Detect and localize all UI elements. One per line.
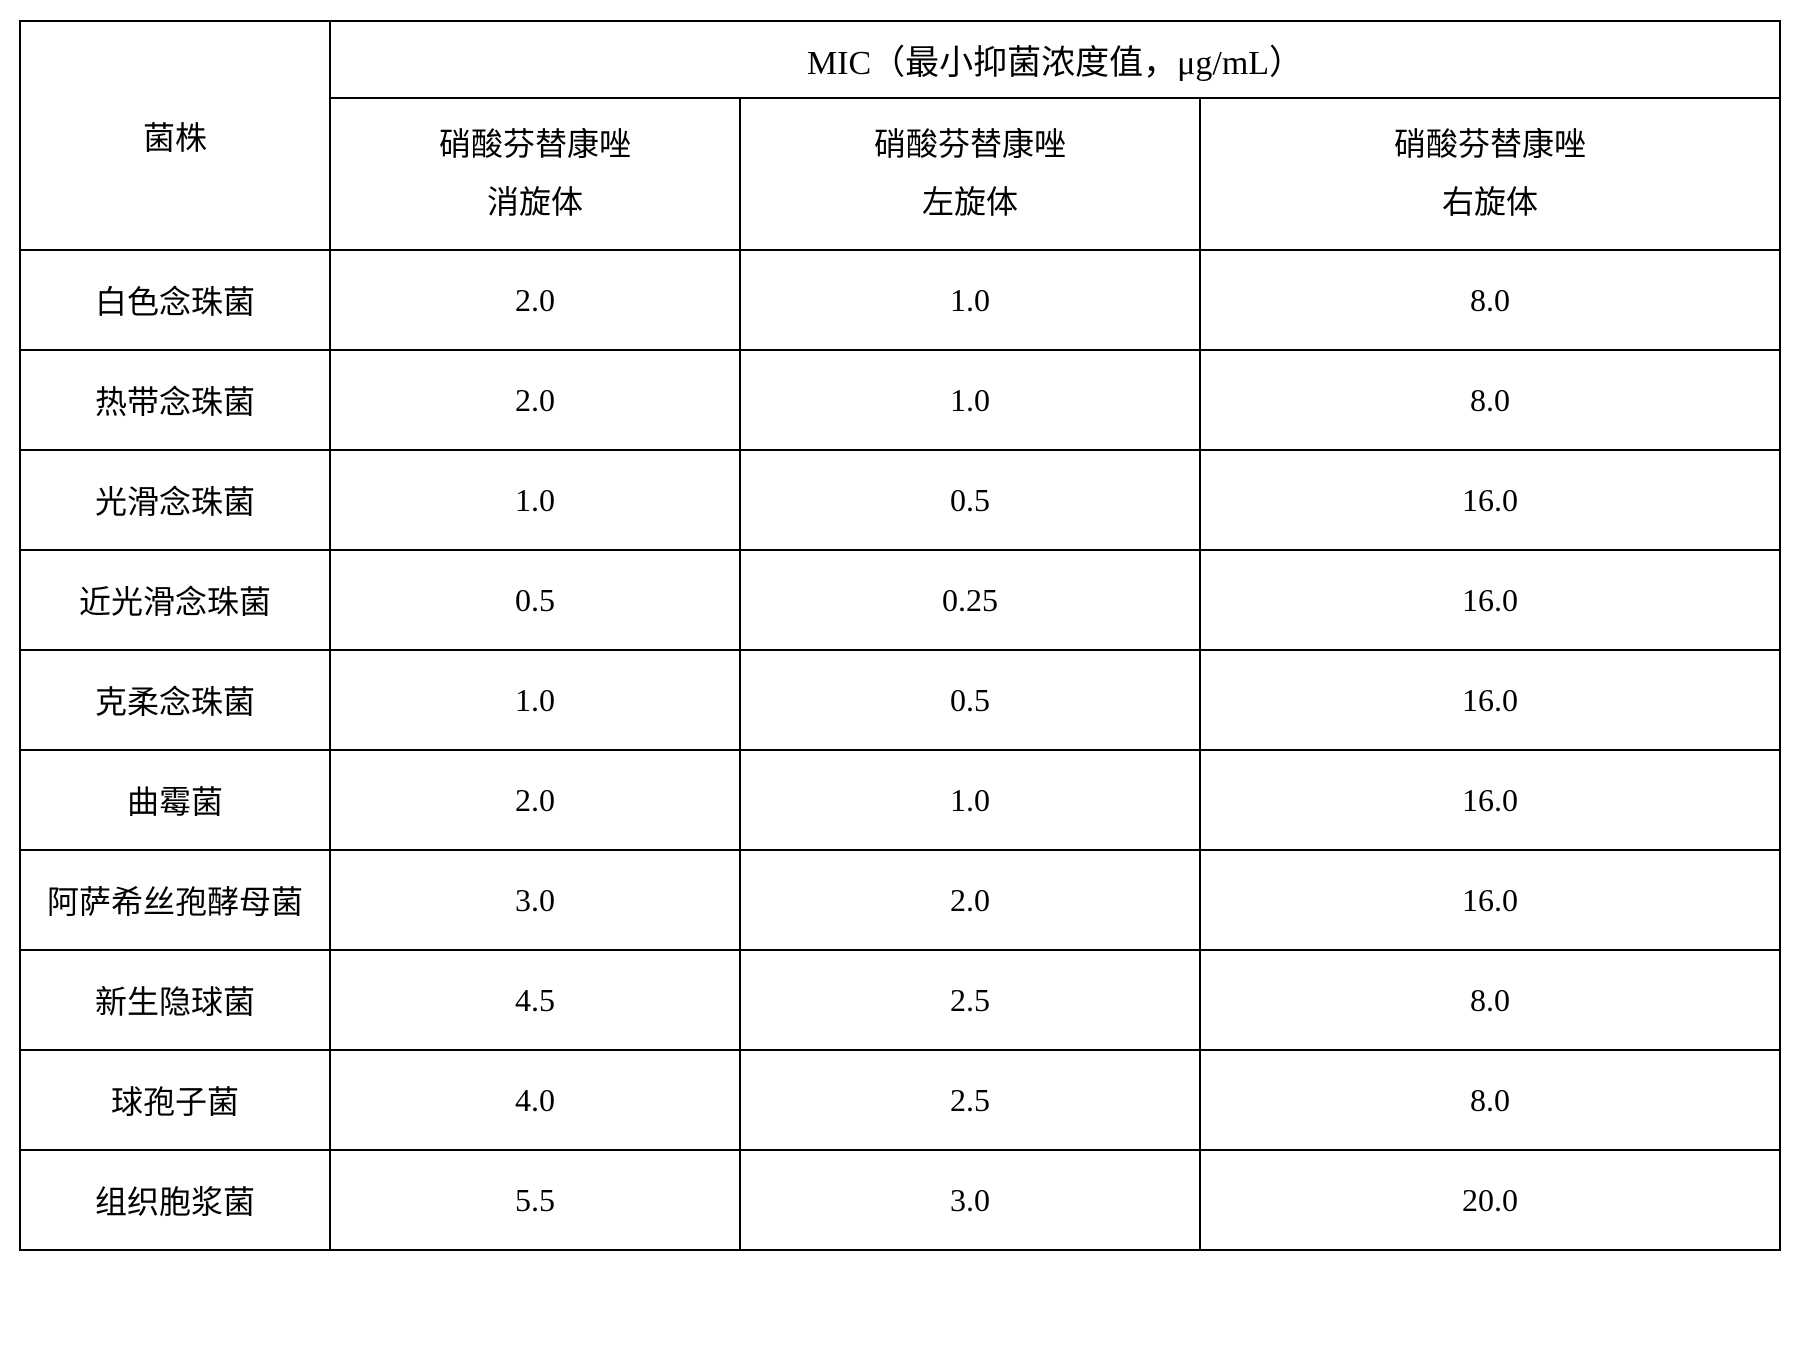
value-cell: 0.5 [740, 650, 1200, 750]
value-cell: 16.0 [1200, 850, 1780, 950]
table-row: 球孢子菌 4.0 2.5 8.0 [20, 1050, 1780, 1150]
table-row: 组织胞浆菌 5.5 3.0 20.0 [20, 1150, 1780, 1250]
value-cell: 1.0 [740, 350, 1200, 450]
value-cell: 2.0 [330, 350, 740, 450]
strain-cell: 近光滑念珠菌 [20, 550, 330, 650]
strain-cell: 阿萨希丝孢酵母菌 [20, 850, 330, 950]
subheader-line1: 硝酸芬替康唑 [331, 116, 739, 174]
value-cell: 8.0 [1200, 250, 1780, 350]
subheader-line2: 消旋体 [331, 174, 739, 232]
value-cell: 8.0 [1200, 950, 1780, 1050]
strain-cell: 组织胞浆菌 [20, 1150, 330, 1250]
table-row: 近光滑念珠菌 0.5 0.25 16.0 [20, 550, 1780, 650]
table-row: 阿萨希丝孢酵母菌 3.0 2.0 16.0 [20, 850, 1780, 950]
strain-cell: 新生隐球菌 [20, 950, 330, 1050]
subheader-dextro: 硝酸芬替康唑 右旋体 [1200, 98, 1780, 250]
strain-cell: 白色念珠菌 [20, 250, 330, 350]
value-cell: 0.25 [740, 550, 1200, 650]
value-cell: 1.0 [740, 250, 1200, 350]
value-cell: 1.0 [330, 450, 740, 550]
value-cell: 1.0 [330, 650, 740, 750]
value-cell: 16.0 [1200, 650, 1780, 750]
value-cell: 1.0 [740, 750, 1200, 850]
mic-group-header: MIC（最小抑菌浓度值，μg/mL） [330, 21, 1780, 98]
subheader-line1: 硝酸芬替康唑 [1201, 116, 1779, 174]
strain-cell: 热带念珠菌 [20, 350, 330, 450]
table-row: 热带念珠菌 2.0 1.0 8.0 [20, 350, 1780, 450]
table-body: 白色念珠菌 2.0 1.0 8.0 热带念珠菌 2.0 1.0 8.0 光滑念珠… [20, 250, 1780, 1250]
value-cell: 0.5 [740, 450, 1200, 550]
mic-table: 菌株 MIC（最小抑菌浓度值，μg/mL） 硝酸芬替康唑 消旋体 硝酸芬替康唑 … [19, 20, 1781, 1251]
strain-cell: 曲霉菌 [20, 750, 330, 850]
value-cell: 2.0 [330, 250, 740, 350]
strain-cell: 克柔念珠菌 [20, 650, 330, 750]
value-cell: 20.0 [1200, 1150, 1780, 1250]
value-cell: 16.0 [1200, 450, 1780, 550]
table-row: 光滑念珠菌 1.0 0.5 16.0 [20, 450, 1780, 550]
subheader-levo: 硝酸芬替康唑 左旋体 [740, 98, 1200, 250]
value-cell: 16.0 [1200, 750, 1780, 850]
value-cell: 3.0 [330, 850, 740, 950]
subheader-line2: 左旋体 [741, 174, 1199, 232]
strain-cell: 球孢子菌 [20, 1050, 330, 1150]
value-cell: 2.0 [330, 750, 740, 850]
value-cell: 16.0 [1200, 550, 1780, 650]
table-row: 白色念珠菌 2.0 1.0 8.0 [20, 250, 1780, 350]
value-cell: 8.0 [1200, 1050, 1780, 1150]
value-cell: 4.0 [330, 1050, 740, 1150]
value-cell: 2.0 [740, 850, 1200, 950]
table-row: 新生隐球菌 4.5 2.5 8.0 [20, 950, 1780, 1050]
value-cell: 8.0 [1200, 350, 1780, 450]
value-cell: 2.5 [740, 950, 1200, 1050]
value-cell: 5.5 [330, 1150, 740, 1250]
table-row: 曲霉菌 2.0 1.0 16.0 [20, 750, 1780, 850]
table-row: 克柔念珠菌 1.0 0.5 16.0 [20, 650, 1780, 750]
value-cell: 2.5 [740, 1050, 1200, 1150]
value-cell: 0.5 [330, 550, 740, 650]
strain-cell: 光滑念珠菌 [20, 450, 330, 550]
value-cell: 3.0 [740, 1150, 1200, 1250]
strain-header: 菌株 [20, 21, 330, 250]
value-cell: 4.5 [330, 950, 740, 1050]
subheader-line1: 硝酸芬替康唑 [741, 116, 1199, 174]
subheader-line2: 右旋体 [1201, 174, 1779, 232]
subheader-racemate: 硝酸芬替康唑 消旋体 [330, 98, 740, 250]
